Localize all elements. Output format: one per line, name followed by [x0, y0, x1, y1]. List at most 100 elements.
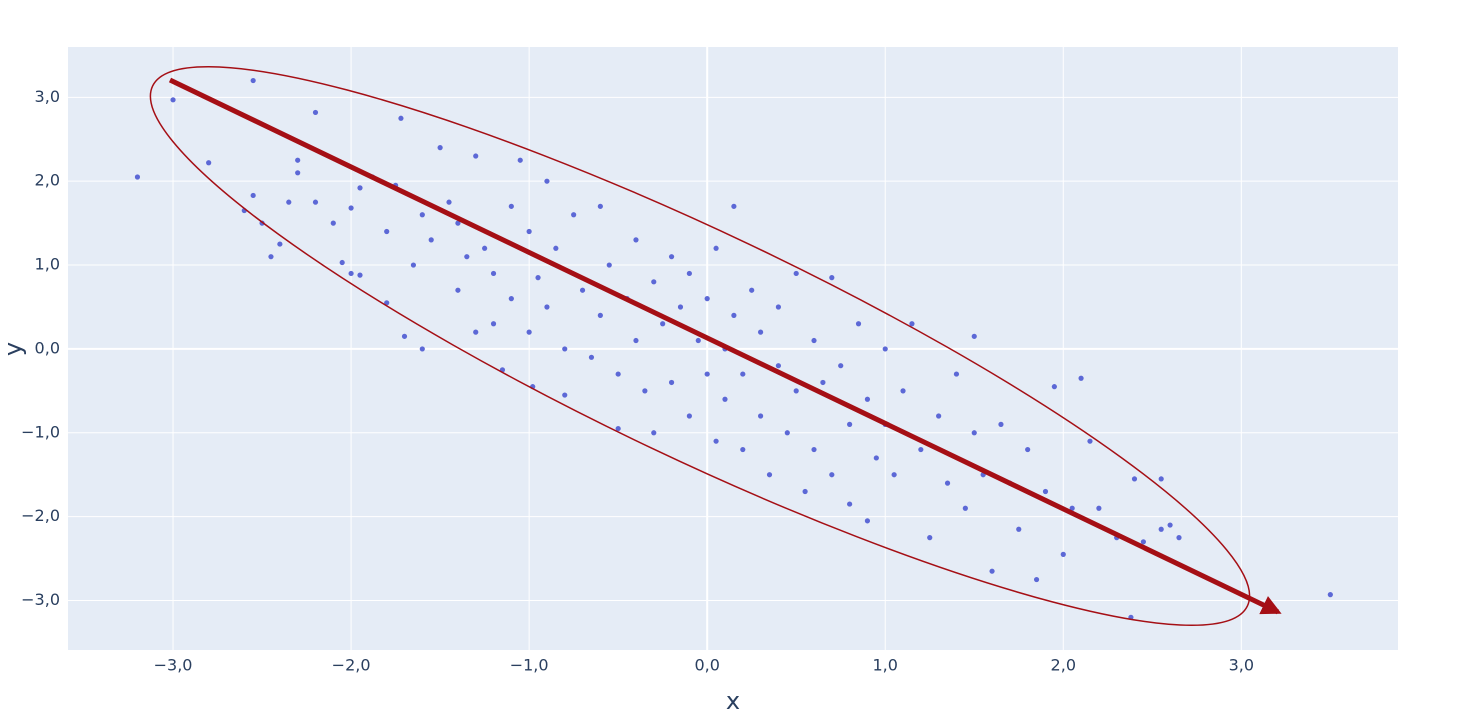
y-tick-label: 3,0: [35, 87, 60, 106]
point: [740, 371, 746, 377]
point: [250, 77, 256, 84]
y-tick-label: −1,0: [21, 422, 60, 441]
point: [508, 203, 514, 209]
y-axis-title: y: [0, 342, 27, 356]
point: [633, 237, 639, 243]
point: [312, 109, 319, 116]
point: [1060, 551, 1066, 557]
point: [553, 245, 559, 251]
point: [660, 321, 666, 327]
point: [526, 228, 532, 235]
y-tick-label: −2,0: [21, 506, 60, 525]
y-tick-label: −3,0: [21, 590, 60, 609]
point: [1158, 526, 1164, 532]
arrow: [168, 77, 1282, 615]
point: [820, 379, 826, 386]
point: [384, 300, 390, 306]
point: [571, 212, 577, 218]
point: [455, 220, 461, 226]
point: [713, 245, 719, 251]
point: [464, 254, 470, 260]
point: [544, 304, 550, 310]
point: [686, 413, 692, 419]
point: [962, 505, 968, 511]
point: [740, 446, 746, 453]
point: [864, 396, 871, 402]
y-tick-label: 0,0: [35, 338, 60, 357]
x-tick-label: −2,0: [332, 656, 371, 675]
point: [642, 388, 648, 394]
x-tick-label: 2,0: [1051, 656, 1076, 675]
point: [339, 259, 345, 266]
point: [793, 388, 799, 394]
point: [900, 388, 906, 394]
point: [482, 245, 488, 251]
point: [615, 425, 621, 432]
x-tick-label: 0,0: [694, 656, 719, 675]
point: [1158, 476, 1164, 482]
point: [312, 199, 319, 205]
point: [1069, 505, 1075, 511]
point: [1033, 576, 1040, 583]
ellipse: [149, 65, 1251, 627]
point: [615, 371, 621, 377]
point: [410, 262, 417, 268]
point: [286, 199, 292, 205]
point: [526, 329, 532, 335]
point: [909, 321, 915, 327]
point: [757, 413, 764, 419]
point: [668, 254, 675, 260]
point: [668, 379, 675, 386]
point: [398, 115, 404, 121]
point: [829, 275, 835, 281]
point: [855, 321, 862, 327]
point: [597, 312, 603, 318]
point: [677, 304, 684, 310]
point: [633, 337, 639, 344]
point: [891, 472, 897, 478]
point: [1051, 384, 1057, 390]
point: [1042, 488, 1049, 495]
point: [517, 157, 523, 163]
point: [562, 346, 568, 352]
point: [1140, 539, 1146, 545]
point: [490, 321, 497, 327]
point: [944, 480, 951, 486]
point: [384, 228, 390, 235]
point: [971, 333, 977, 339]
point: [757, 329, 764, 335]
point: [704, 371, 710, 377]
y-tick-label: 2,0: [35, 171, 60, 190]
point: [1131, 476, 1138, 482]
point: [544, 178, 550, 184]
point: [1176, 535, 1182, 541]
point: [446, 199, 452, 205]
point: [651, 430, 657, 436]
point: [793, 270, 799, 277]
point: [588, 354, 595, 360]
point: [348, 270, 354, 277]
point: [170, 97, 176, 103]
point: [419, 212, 425, 218]
point: [722, 396, 728, 402]
point: [428, 237, 434, 243]
x-tick-label: 3,0: [1229, 656, 1254, 675]
point: [1078, 375, 1084, 381]
point: [606, 262, 612, 268]
point: [437, 145, 443, 151]
point: [348, 205, 354, 211]
point: [357, 272, 363, 278]
point: [998, 421, 1004, 427]
point: [873, 455, 879, 461]
point: [597, 203, 603, 209]
point: [455, 287, 461, 293]
point: [811, 337, 817, 344]
point: [1096, 505, 1102, 511]
point: [731, 203, 737, 209]
point: [775, 304, 782, 310]
point: [206, 160, 212, 166]
x-tick-label: −3,0: [154, 656, 193, 675]
point: [562, 392, 568, 398]
point: [864, 518, 871, 524]
